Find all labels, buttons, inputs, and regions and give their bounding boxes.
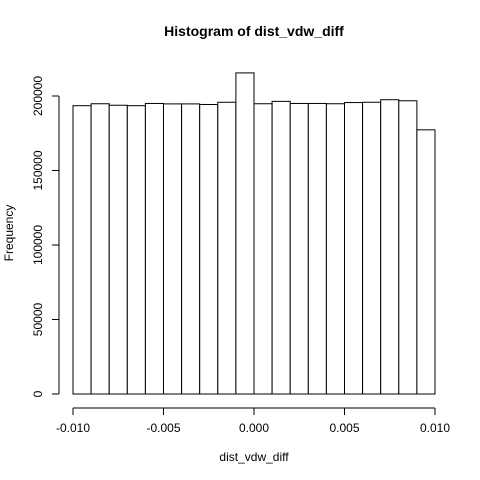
histogram-bar-14 — [307, 102, 327, 395]
histogram-bar-3 — [108, 104, 128, 395]
histogram-bar-10 — [235, 72, 255, 395]
histogram-bar-12 — [271, 100, 291, 395]
histogram-bar-2 — [90, 103, 110, 395]
histogram-bar-19 — [398, 100, 418, 395]
x-tick-label-5: 0.010 — [420, 421, 450, 435]
histogram-bar-4 — [126, 105, 146, 395]
x-tick-label-2: -0.005 — [146, 421, 180, 435]
histogram-bar-1 — [72, 105, 92, 395]
histogram-bar-20 — [416, 129, 436, 395]
x-axis: -0.010 -0.005 0.000 0.005 0.010 — [56, 407, 450, 435]
histogram-bar-13 — [289, 102, 309, 395]
histogram-bar-16 — [344, 102, 364, 395]
histogram-bar-5 — [144, 102, 164, 395]
histogram-bar-11 — [253, 103, 273, 395]
x-tick-label-3: 0.000 — [239, 421, 269, 435]
histogram-bar-8 — [199, 103, 219, 395]
chart-title: Histogram of dist_vdw_diff — [164, 23, 344, 39]
y-tick-label-3: 100000 — [31, 225, 45, 265]
histogram-bar-9 — [217, 101, 237, 395]
y-tick-label-1: 0 — [31, 390, 45, 397]
y-axis: 0 50000 100000 150000 200000 — [31, 76, 60, 397]
histogram-bar-17 — [362, 101, 382, 395]
x-tick-label-4: 0.005 — [329, 421, 359, 435]
x-axis-label: dist_vdw_diff — [219, 450, 289, 464]
histogram-bars — [72, 72, 436, 395]
histogram-bar-15 — [325, 103, 345, 395]
histogram-bar-6 — [163, 103, 183, 395]
histogram-bar-18 — [380, 99, 400, 395]
x-tick-label-1: -0.010 — [56, 421, 90, 435]
histogram-bar-7 — [181, 103, 201, 395]
y-tick-label-5: 200000 — [31, 76, 45, 116]
y-axis-label: Frequency — [2, 205, 16, 262]
y-tick-label-4: 150000 — [31, 150, 45, 190]
y-tick-label-2: 50000 — [31, 302, 45, 336]
